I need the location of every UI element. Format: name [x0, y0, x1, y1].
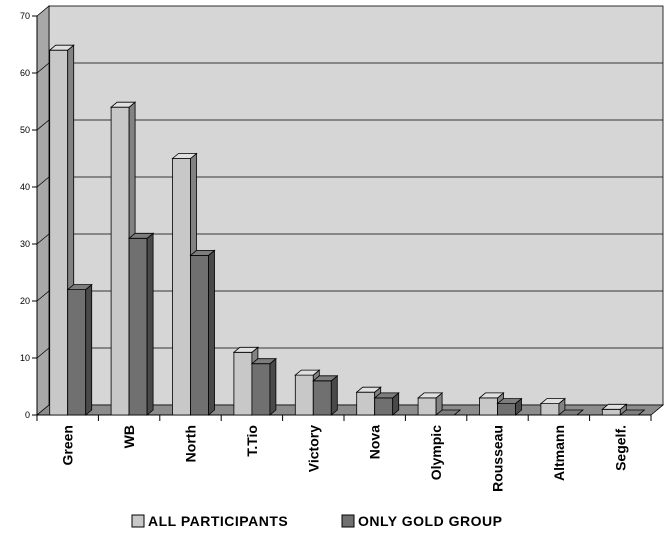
- bar-green-gold: [66, 283, 93, 416]
- bar-front: [128, 237, 148, 416]
- bar-front: [294, 374, 314, 416]
- bar-side: [146, 232, 154, 416]
- bar-top: [48, 44, 75, 51]
- bar-front: [356, 391, 376, 416]
- y-tick-label: 50: [20, 125, 30, 135]
- bar-top: [171, 153, 198, 159]
- y-tick-label: 10: [20, 353, 30, 363]
- bar-north-gold: [189, 249, 216, 416]
- y-tick-label: 30: [20, 239, 30, 249]
- bar-top: [496, 398, 523, 405]
- x-tick-label-wb: WB: [121, 425, 137, 448]
- bar-rousseau-gold: [496, 397, 523, 416]
- bar-segelf--all: [601, 403, 628, 416]
- legend-label-all-participants: ALL PARTICIPANTS: [148, 513, 288, 529]
- bar-front: [601, 408, 621, 416]
- x-tick-label-t-tio: T.Tio: [244, 425, 260, 457]
- bar-rousseau-all: [478, 392, 505, 416]
- bar-victory-gold: [312, 374, 339, 416]
- category-labels: Green WB North T.Tio Victory Nova Olympic Rouss…: [60, 425, 629, 492]
- y-tick-label: 20: [20, 296, 30, 306]
- bar-side: [85, 283, 93, 416]
- bar-top: [189, 249, 216, 256]
- bar-t-tio-gold: [250, 357, 278, 416]
- y-axis: 0 10 20 30 40 50 60 70: [20, 11, 38, 420]
- x-tick-label-segelf-: Segelf.: [612, 425, 628, 471]
- bar-wb-gold: [127, 232, 155, 416]
- x-tick-label-rousseau: Rousseau: [490, 425, 506, 492]
- bar-top: [539, 398, 567, 405]
- legend: ALL PARTICIPANTS ONLY GOLD GROUP: [131, 513, 502, 529]
- legend-label-only-gold-group: ONLY GOLD GROUP: [358, 513, 502, 529]
- bar-front: [67, 289, 87, 416]
- bar-segelf--gold: [619, 409, 646, 416]
- x-tick-label-altmann: Altmann: [551, 425, 567, 481]
- bar-top: [66, 284, 93, 291]
- bar-front: [233, 351, 253, 416]
- bar-nova-gold: [373, 392, 400, 416]
- x-tick-label-north: North: [183, 425, 199, 462]
- bar-front: [417, 397, 437, 416]
- bar-top: [478, 392, 505, 399]
- bar-top: [557, 409, 585, 416]
- bar-top: [434, 409, 462, 416]
- bar-top: [250, 358, 278, 365]
- y-tick-label: 0: [25, 410, 30, 420]
- legend-swatch-only-gold-group: [341, 514, 355, 528]
- bar-front: [540, 403, 560, 416]
- gridline-side: [36, 290, 50, 302]
- bar-altmann-gold: [557, 409, 585, 416]
- y-tick-label: 40: [20, 182, 30, 192]
- legend-swatch-all-participants: [131, 514, 145, 528]
- x-tick-label-victory: Victory: [305, 425, 321, 472]
- bars: [48, 44, 646, 416]
- bar-front: [479, 397, 498, 416]
- bar-top: [619, 409, 646, 416]
- bar-top: [355, 386, 382, 393]
- bar-side: [330, 374, 338, 416]
- bar-olympic-gold: [434, 409, 462, 416]
- x-tick-label-green: Green: [60, 425, 76, 465]
- y-tick-label: 70: [20, 11, 30, 21]
- x-tick-label-nova: Nova: [367, 425, 383, 459]
- x-tick-label-olympic: Olympic: [428, 425, 444, 480]
- bar-top: [416, 392, 444, 399]
- bar-top: [312, 375, 339, 382]
- bar-front: [110, 106, 130, 416]
- gridline-side: [36, 347, 50, 359]
- gridline-side: [36, 233, 50, 245]
- bar-top: [373, 392, 400, 399]
- gridline-side: [36, 119, 50, 131]
- bar-top: [601, 403, 628, 410]
- y-tick-label: 60: [20, 68, 30, 78]
- gridline-side: [36, 176, 50, 188]
- bar-front: [251, 363, 271, 416]
- gridline-side: [36, 62, 50, 74]
- bar-side: [208, 249, 215, 416]
- bar-top: [294, 369, 321, 376]
- side-wall: [36, 5, 50, 416]
- bar-top: [127, 232, 155, 239]
- bar-top: [109, 101, 137, 108]
- bar-top: [232, 346, 260, 353]
- bar-front: [312, 380, 332, 416]
- bar-front: [374, 397, 394, 416]
- bar-front: [49, 49, 69, 416]
- x-axis: [36, 414, 652, 421]
- bar-side: [269, 357, 277, 416]
- bar-front: [190, 254, 209, 416]
- bar-olympic-all: [416, 392, 444, 416]
- bar-front: [172, 158, 191, 416]
- bar-front: [497, 403, 516, 416]
